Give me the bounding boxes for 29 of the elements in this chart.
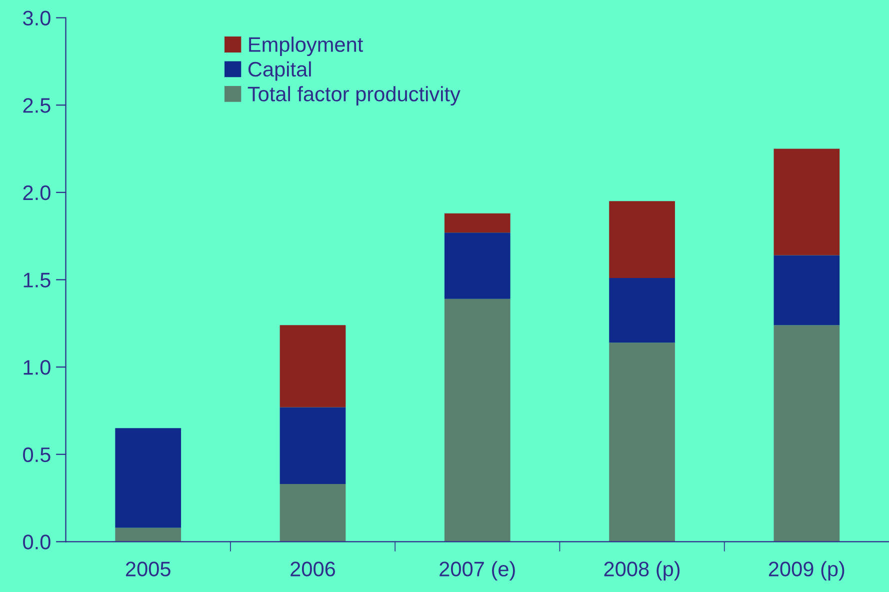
bar xyxy=(444,213,510,233)
bar xyxy=(280,407,346,484)
x-tick-label: 2006 xyxy=(290,562,336,576)
y-tick-label: 2.0 xyxy=(23,185,50,200)
y-tick-label: 2.5 xyxy=(23,98,50,113)
x-tick-label: 2005 xyxy=(126,562,170,576)
bar xyxy=(774,325,840,542)
bar xyxy=(115,428,182,528)
bar xyxy=(280,484,346,542)
bar xyxy=(609,278,675,343)
bar xyxy=(609,342,675,542)
bar xyxy=(280,325,346,408)
x-tick-label: 2008 (p) xyxy=(604,561,680,581)
y-tick-label: 3.0 xyxy=(23,10,50,26)
y-tick-label: 0.0 xyxy=(23,534,50,550)
bar xyxy=(444,298,510,542)
bar xyxy=(774,148,840,256)
bar xyxy=(774,255,840,326)
y-tick-label: 1.5 xyxy=(24,272,50,288)
bar xyxy=(444,232,510,299)
legend-label: Employment xyxy=(249,36,364,56)
bar xyxy=(115,528,182,542)
legend-label: Capital xyxy=(248,61,311,81)
y-tick-label: 0.5 xyxy=(23,447,50,462)
y-tick-label: 1.0 xyxy=(24,360,50,375)
legend-label: Total factor productivity xyxy=(248,86,460,106)
x-tick-label: 2009 (p) xyxy=(768,561,844,581)
x-tick-label: 2007 (e) xyxy=(440,561,515,581)
bar xyxy=(609,201,675,278)
